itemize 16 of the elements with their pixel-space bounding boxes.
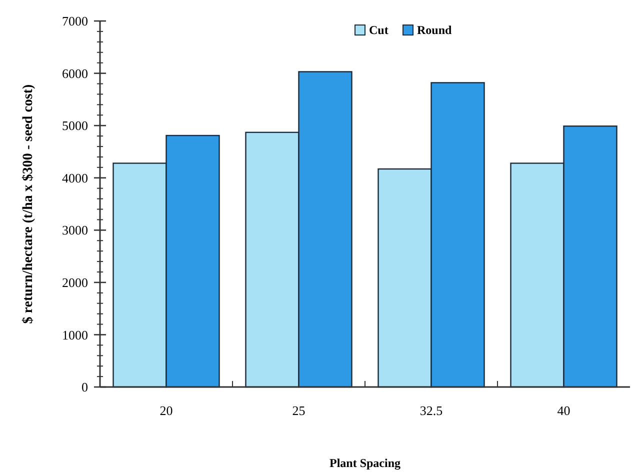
x-tick-label: 32.5 bbox=[420, 403, 443, 418]
legend-label: Round bbox=[417, 23, 452, 38]
y-tick-label: 4000 bbox=[62, 170, 88, 186]
y-axis-title: $ return/hectare (t/ha x $300 - seed cost) bbox=[21, 84, 36, 324]
y-tick-label: 5000 bbox=[62, 118, 88, 134]
y-tick-label: 6000 bbox=[62, 66, 88, 81]
y-tick-label: 7000 bbox=[62, 14, 88, 29]
x-tick-label: 25 bbox=[292, 403, 306, 418]
x-tick-label: 40 bbox=[557, 403, 570, 418]
legend-label: Cut bbox=[369, 23, 388, 38]
x-axis-title: Plant Spacing bbox=[329, 456, 401, 470]
y-tick-label: 0 bbox=[82, 380, 88, 395]
y-tick-label: 3000 bbox=[62, 222, 88, 238]
y-tick-label: 1000 bbox=[62, 327, 88, 342]
x-tick-label: 20 bbox=[160, 403, 173, 418]
y-tick-label: 2000 bbox=[62, 274, 88, 290]
